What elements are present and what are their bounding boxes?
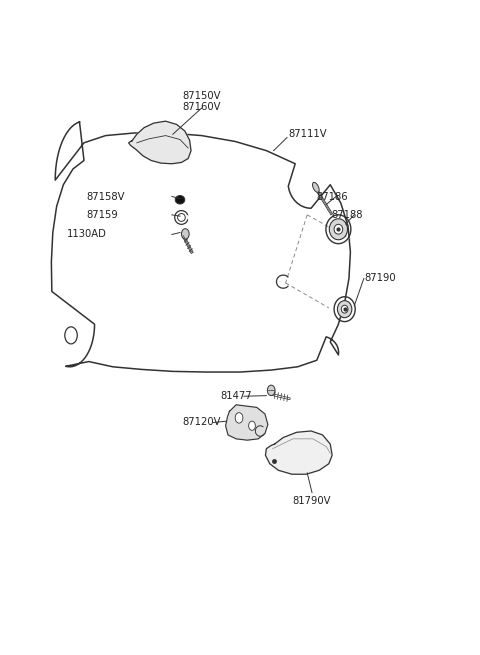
Ellipse shape xyxy=(175,195,185,204)
Text: 87150V
87160V: 87150V 87160V xyxy=(182,91,221,112)
Text: 87120V: 87120V xyxy=(182,417,221,428)
Ellipse shape xyxy=(312,182,319,193)
Text: 81477: 81477 xyxy=(221,391,252,402)
Polygon shape xyxy=(129,121,191,164)
Ellipse shape xyxy=(337,301,352,318)
Circle shape xyxy=(181,229,189,239)
Text: 87159: 87159 xyxy=(86,210,118,220)
Text: 87190: 87190 xyxy=(365,273,396,284)
Ellipse shape xyxy=(341,305,348,313)
Ellipse shape xyxy=(334,224,343,234)
Text: 81790V: 81790V xyxy=(293,496,331,506)
Polygon shape xyxy=(265,431,332,474)
Text: 87186: 87186 xyxy=(317,191,348,202)
Circle shape xyxy=(249,421,255,430)
Circle shape xyxy=(267,385,275,396)
Ellipse shape xyxy=(329,219,348,240)
Text: 87188: 87188 xyxy=(331,210,363,220)
Ellipse shape xyxy=(178,214,185,221)
Polygon shape xyxy=(226,405,268,440)
Text: 87111V: 87111V xyxy=(288,129,326,140)
Text: 87158V: 87158V xyxy=(86,191,125,202)
Text: 1130AD: 1130AD xyxy=(67,229,107,240)
Circle shape xyxy=(235,413,243,423)
